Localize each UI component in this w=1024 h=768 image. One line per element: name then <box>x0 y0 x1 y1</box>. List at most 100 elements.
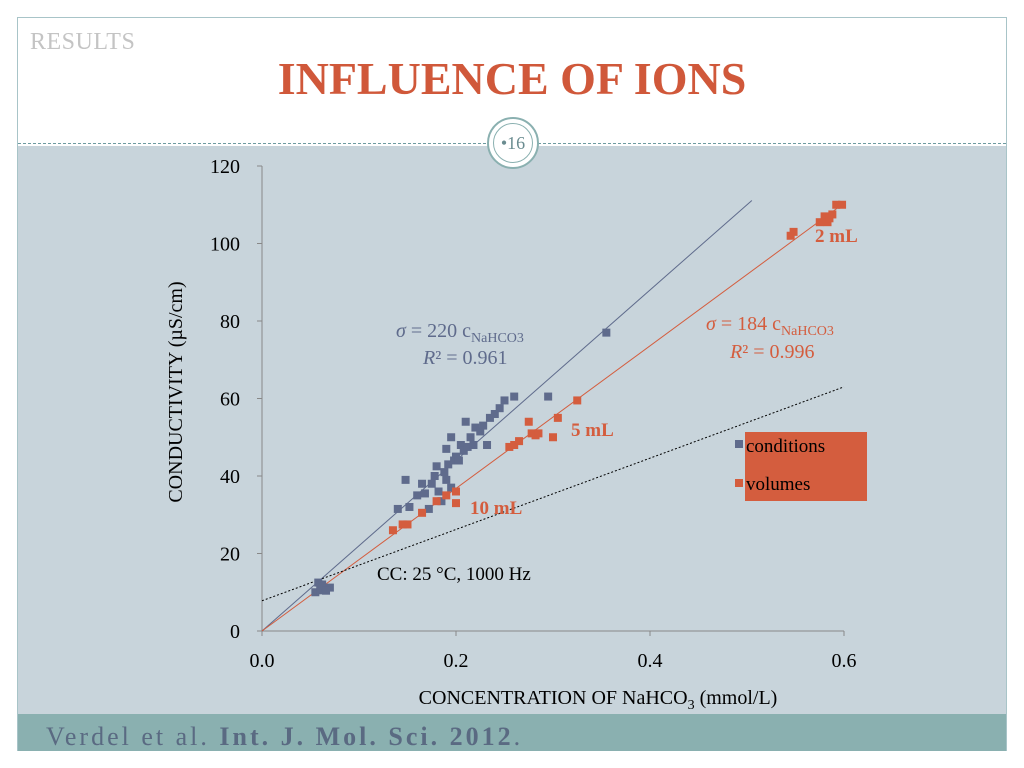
point-conditions <box>463 442 472 451</box>
x-axis-title-main: CONCENTRATION OF NaHCO <box>419 687 688 709</box>
point-volumes <box>553 413 562 422</box>
point-volumes <box>549 433 557 442</box>
point-conditions <box>311 588 320 597</box>
fit-lines <box>261 200 845 632</box>
point-conditions <box>401 475 410 484</box>
citation-period: . <box>513 722 524 751</box>
point-conditions <box>495 404 504 413</box>
citation-journal: Int. J. Mol. Sci. 2012 <box>219 722 514 751</box>
label-10ml: 10 mL <box>470 498 522 519</box>
point-conditions <box>447 483 456 492</box>
legend-highlight <box>745 432 867 501</box>
point-volumes <box>452 499 460 508</box>
x-tick-label: 0.4 <box>638 650 663 672</box>
legend-marker-volumes <box>735 479 743 487</box>
point-conditions <box>483 441 492 449</box>
point-conditions <box>393 504 402 513</box>
legend: conditions volumes <box>735 432 867 501</box>
legend-label-conditions: conditions <box>746 436 825 457</box>
label-2ml: 2 mL <box>815 226 858 247</box>
point-conditions <box>476 427 485 436</box>
point-conditions <box>427 479 436 488</box>
section-label: RESULTS <box>30 29 136 55</box>
x-axis-title: CONCENTRATION OF NaHCO3 (mmol/L) <box>419 687 778 713</box>
point-conditions <box>424 504 433 513</box>
point-volumes <box>573 396 582 405</box>
point-volumes <box>510 441 519 449</box>
footer-bar <box>18 714 1006 751</box>
volumes-equation: σ = 184 cNaHCO3 <box>706 313 834 339</box>
point-volumes <box>442 491 451 500</box>
point-conditions <box>485 413 494 422</box>
x-tick-label: 0.6 <box>832 650 857 672</box>
y-axis-title: CONDUCTIVITY (µS/cm) <box>165 281 187 502</box>
x-tick-label: 0.2 <box>444 650 469 672</box>
point-conditions <box>434 487 443 496</box>
slide-title: INFLUENCE OF IONS <box>277 53 747 104</box>
volumes-r2: R² = 0.996 <box>729 341 815 363</box>
y-tick-label: 100 <box>210 234 240 256</box>
page-number: •16 <box>493 123 533 163</box>
point-volumes <box>418 508 427 517</box>
data-points <box>311 200 847 597</box>
fit-line-cell-constant <box>261 386 845 602</box>
chart-panel <box>18 146 1006 714</box>
point-conditions <box>444 460 453 469</box>
point-volumes <box>432 497 441 506</box>
fit-line-conditions <box>261 200 753 632</box>
point-conditions <box>454 456 463 465</box>
x-tick-label: 0.0 <box>250 650 275 672</box>
point-volumes <box>398 520 407 529</box>
point-volumes <box>832 200 841 209</box>
point-conditions <box>432 462 441 471</box>
point-conditions <box>442 475 451 484</box>
legend-marker-conditions <box>735 440 743 448</box>
x-axis-title-sub: 3 <box>688 698 695 713</box>
point-volumes <box>452 487 460 496</box>
point-conditions <box>471 423 480 432</box>
point-volumes <box>388 526 397 535</box>
legend-label-volumes: volumes <box>746 474 810 495</box>
point-conditions <box>430 472 439 480</box>
point-volumes <box>524 417 533 426</box>
point-volumes <box>828 210 837 219</box>
point-conditions <box>318 580 327 589</box>
point-volumes <box>815 218 824 227</box>
point-conditions <box>602 328 611 337</box>
point-conditions <box>420 489 429 498</box>
point-conditions <box>413 491 422 500</box>
point-conditions <box>456 441 465 449</box>
point-conditions <box>322 586 331 595</box>
y-tick-label: 80 <box>220 311 240 333</box>
point-conditions <box>490 410 499 418</box>
cell-constant-note: CC: 25 °C, 1000 Hz <box>377 564 531 585</box>
x-axis-title-tail: (mmol/L) <box>695 687 778 709</box>
point-volumes <box>505 442 514 451</box>
point-volumes <box>515 437 524 446</box>
y-tick-label: 0 <box>230 621 240 643</box>
label-5ml: 5 mL <box>571 420 614 441</box>
citation-authors: Verdel et al. <box>46 722 220 751</box>
point-conditions <box>500 396 509 405</box>
page-number-badge: •16 <box>487 117 539 169</box>
y-tick-label: 40 <box>220 466 240 488</box>
point-conditions <box>461 417 470 426</box>
point-volumes <box>820 212 829 221</box>
point-conditions <box>466 433 475 442</box>
point-conditions <box>440 468 449 477</box>
point-volumes <box>789 227 798 236</box>
point-conditions <box>442 444 451 453</box>
point-conditions <box>316 586 325 595</box>
point-conditions <box>510 392 519 401</box>
y-tick-label: 20 <box>220 544 240 566</box>
point-volumes <box>838 200 847 209</box>
y-tick-label: 60 <box>220 389 240 411</box>
point-conditions <box>479 421 488 430</box>
fit-line-volumes <box>261 206 840 632</box>
point-conditions <box>437 497 446 506</box>
point-volumes <box>403 520 412 529</box>
citation: Verdel et al. Int. J. Mol. Sci. 2012. <box>46 722 523 752</box>
y-tick-label: 120 <box>210 156 240 178</box>
point-conditions <box>447 433 456 442</box>
